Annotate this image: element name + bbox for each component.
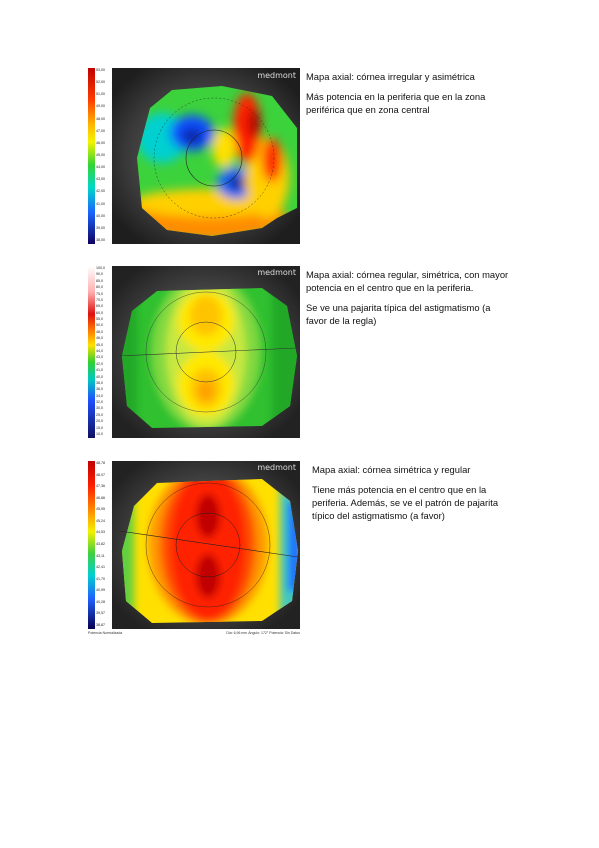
scale-label: 40,99 xyxy=(96,588,105,593)
scale-label: 42,0 xyxy=(96,361,103,366)
caption-title-1: Mapa axial: córnea irregular y asimétric… xyxy=(306,71,475,82)
scale-label: 43,11 xyxy=(96,553,105,558)
scale-label: 53,00 xyxy=(96,68,105,72)
scale-label: 20,0 xyxy=(96,419,103,424)
scale-label: 46,00 xyxy=(96,140,105,145)
color-scale-3: 48,78 48,07 47,36 46,66 45,95 45,24 44,53 43,82… xyxy=(88,461,110,629)
scale-labels-2: 100,0 90,0 85,0 80,0 75,0 70,0 65,0 60,0 55,0 50,… xyxy=(96,266,112,438)
scale-label: 80,0 xyxy=(96,285,103,290)
scale-label: 40,0 xyxy=(96,374,103,379)
scale-label: 48,78 xyxy=(96,461,105,465)
caption-paragraph-1: Más potencia en la periferia que en la z… xyxy=(306,91,486,115)
scale-label: 39,57 xyxy=(96,611,105,616)
scale-label: 100,0 xyxy=(96,266,105,270)
map-block-3: 48,78 48,07 47,36 46,66 45,95 45,24 44,53 43,82… xyxy=(88,461,300,637)
scale-label: 70,0 xyxy=(96,297,103,302)
color-scale-2: 100,0 90,0 85,0 80,0 75,0 70,0 65,0 60,0 55,0 50,… xyxy=(88,266,110,438)
scale-label: 40,28 xyxy=(96,599,105,604)
scale-label: 44,53 xyxy=(96,530,105,535)
scale-label: 47,36 xyxy=(96,484,105,489)
scale-label: 85,0 xyxy=(96,278,103,283)
scale-labels-1: 53,00 52,00 51,00 49,00 48,00 47,00 46,00 45,00… xyxy=(96,68,112,244)
scale-label: 45,00 xyxy=(96,153,105,157)
brand-logo-2: medmont xyxy=(257,268,296,277)
scale-label: 90,0 xyxy=(96,272,103,277)
caption-title-3: Mapa axial: córnea simétrica y regular xyxy=(312,464,471,475)
brand-logo-1: medmont xyxy=(257,71,296,80)
scale-label: 42,41 xyxy=(96,565,105,570)
topography-map-2: medmont xyxy=(112,266,300,438)
scale-label: 75,0 xyxy=(96,291,103,296)
scale-label: 55,0 xyxy=(96,317,103,322)
scale-label: 47,00 xyxy=(96,128,105,133)
caption-paragraph-3: Tiene más potencia en el centro que en l… xyxy=(312,484,499,521)
scale-label: 43,00 xyxy=(96,177,105,182)
scale-label: 39,00 xyxy=(96,225,105,230)
topography-map-3: medmont xyxy=(112,461,300,629)
map-block-2: 100,0 90,0 85,0 80,0 75,0 70,0 65,0 60,0 55,0 50,… xyxy=(88,266,300,438)
scale-label: 52,00 xyxy=(96,80,105,85)
scale-label: 50,0 xyxy=(96,323,103,328)
scale-label: 32,0 xyxy=(96,400,103,405)
scale-label: 38,87 xyxy=(96,623,105,627)
scale-label: 46,0 xyxy=(96,336,103,341)
caption-2: Mapa axial: córnea regular, simétrica, c… xyxy=(306,268,511,334)
scale-label: 60,0 xyxy=(96,310,103,315)
scale-label: 42,00 xyxy=(96,189,105,194)
scale-label: 48,07 xyxy=(96,472,105,477)
scale-label: 36,0 xyxy=(96,387,103,392)
caption-1: Mapa axial: córnea irregular y asimétric… xyxy=(306,70,516,123)
scale-labels-3: 48,78 48,07 47,36 46,66 45,95 45,24 44,53 43,82… xyxy=(96,461,112,629)
scale-label: 43,0 xyxy=(96,355,103,360)
scale-label: 30,0 xyxy=(96,406,103,411)
scale-label: 34,0 xyxy=(96,393,103,398)
scale-label: 15,0 xyxy=(96,425,103,430)
scale-label: 10,0 xyxy=(96,432,103,436)
caption-3: Mapa axial: córnea simétrica y regular T… xyxy=(312,463,512,529)
scale-label: 44,0 xyxy=(96,349,103,353)
footer-left-3: Potencia Normalizada xyxy=(88,631,123,635)
scale-label: 43,82 xyxy=(96,542,105,546)
footer-right-3: Dia: 6,96 mm Ángulo: 172° Potencia: Sin … xyxy=(226,631,300,635)
scale-label: 45,95 xyxy=(96,507,105,512)
scale-label: 44,00 xyxy=(96,165,105,170)
scale-label: 51,00 xyxy=(96,92,105,97)
scale-label: 45,0 xyxy=(96,342,103,347)
color-scale-1: 53,00 52,00 51,00 49,00 48,00 47,00 46,00 45,00… xyxy=(88,68,110,244)
scale-label: 46,66 xyxy=(96,495,105,500)
scale-label: 41,70 xyxy=(96,576,105,581)
scale-label: 65,0 xyxy=(96,304,103,309)
scale-label: 48,0 xyxy=(96,329,103,334)
topography-map-1: medmont xyxy=(112,68,300,244)
brand-logo-3: medmont xyxy=(257,463,296,472)
caption-title-2: Mapa axial: córnea regular, simétrica, c… xyxy=(306,269,509,293)
scale-label: 49,00 xyxy=(96,104,105,109)
scale-label: 25,0 xyxy=(96,412,103,417)
scale-label: 38,0 xyxy=(96,380,103,385)
scale-label: 41,0 xyxy=(96,368,103,373)
scale-label: 41,00 xyxy=(96,201,105,206)
scale-label: 45,24 xyxy=(96,518,105,523)
scale-label: 38,00 xyxy=(96,238,105,242)
scale-label: 40,00 xyxy=(96,213,105,218)
scale-label: 48,00 xyxy=(96,116,105,121)
caption-paragraph-2: Se ve una pajarita típica del astigmatis… xyxy=(306,302,491,326)
map-block-1: 53,00 52,00 51,00 49,00 48,00 47,00 46,00 45,00… xyxy=(88,68,300,244)
